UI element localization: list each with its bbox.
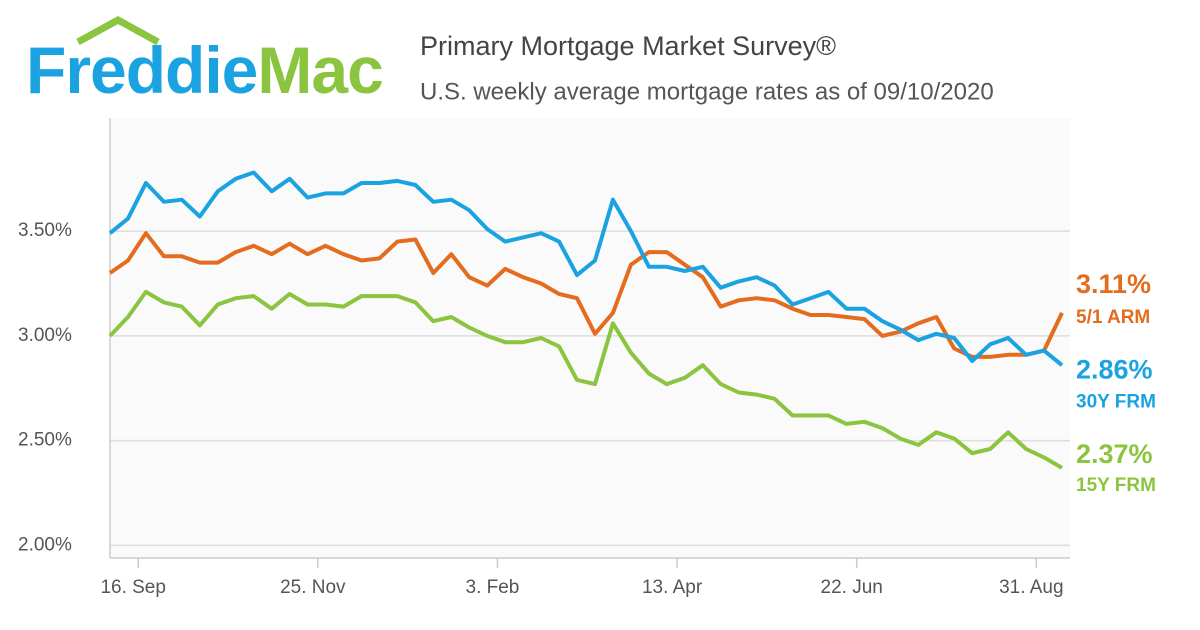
y-tick-label: 2.50% bbox=[18, 430, 72, 451]
end-value-label: 2.86% bbox=[1076, 354, 1153, 384]
y-tick-label: 3.50% bbox=[18, 220, 72, 241]
end-value-label: 3.11% bbox=[1076, 269, 1151, 299]
series-line bbox=[108, 289, 1064, 470]
legend-label: 15Y FRM bbox=[1076, 475, 1156, 496]
logo-second: Mac bbox=[257, 33, 382, 107]
y-tick-label: 2.00% bbox=[18, 534, 72, 555]
logo-first: Freddie bbox=[26, 33, 257, 107]
end-value-label: 2.37% bbox=[1076, 439, 1153, 469]
x-tick-label: 22. Jun bbox=[821, 577, 883, 598]
x-tick-label: 13. Apr bbox=[642, 577, 703, 598]
x-tick-label: 16. Sep bbox=[100, 577, 166, 598]
logo: FreddieMac bbox=[26, 33, 383, 107]
series-line bbox=[108, 170, 1064, 367]
legend-label: 30Y FRM bbox=[1076, 391, 1156, 412]
legend-label: 5/1 ARM bbox=[1076, 307, 1150, 328]
chart-subtitle: U.S. weekly average mortgage rates as of… bbox=[420, 78, 994, 105]
logo-roof bbox=[76, 16, 160, 46]
y-tick-label: 3.00% bbox=[18, 325, 72, 346]
chart-title: Primary Mortgage Market Survey® bbox=[420, 31, 836, 61]
x-tick-label: 3. Feb bbox=[466, 577, 520, 598]
x-tick-label: 31. Aug bbox=[999, 577, 1063, 598]
x-tick-label: 25. Nov bbox=[280, 577, 346, 598]
